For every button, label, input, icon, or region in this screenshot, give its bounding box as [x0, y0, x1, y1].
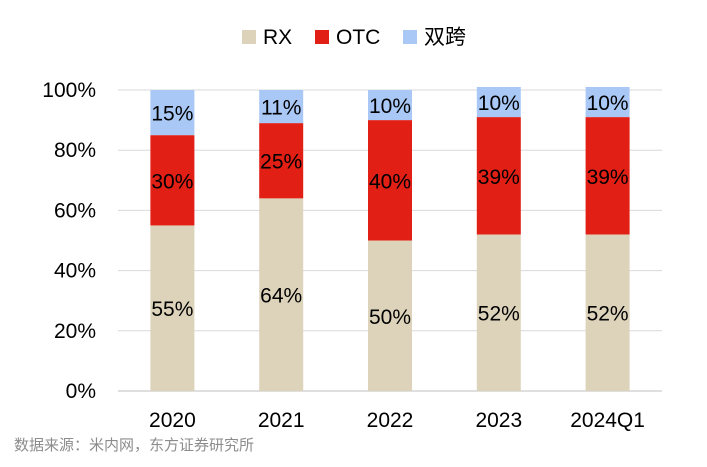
y-tick-label: 80% [54, 139, 96, 162]
data-label: 25% [260, 151, 302, 174]
data-label: 30% [151, 170, 193, 193]
bar-segment [150, 135, 195, 226]
bar-segment [368, 90, 412, 121]
y-axis: 0% 20% 40% 60% 80% 100% [42, 79, 96, 403]
bar-segment [585, 117, 630, 235]
y-tick-label: 40% [54, 260, 96, 283]
y-tick-label: 60% [54, 199, 96, 222]
bar-segment [368, 240, 412, 391]
data-label: 50% [369, 306, 411, 329]
x-tick-label: 2024Q1 [570, 409, 645, 432]
y-tick-label: 100% [42, 79, 96, 102]
legend-swatch [315, 30, 329, 44]
bar-segment [585, 234, 630, 391]
data-label: 40% [369, 170, 411, 193]
bars [150, 86, 630, 391]
bar-segment [585, 86, 630, 118]
legend-swatch [403, 30, 417, 44]
x-tick-label: 2023 [475, 409, 522, 432]
data-label: 64% [260, 285, 302, 308]
data-label: 55% [151, 298, 193, 321]
data-label: 15% [151, 103, 193, 126]
source-note: 数据来源：米内网，东方证券研究所 [14, 436, 255, 454]
legend-label: 双跨 [424, 26, 466, 49]
legend-label: OTC [336, 26, 380, 49]
data-label: 10% [369, 95, 411, 118]
data-labels: 55% 30% 15% 64% 25% 11% 50% 40% 10% 52% 39% 10% 52% 3… [151, 92, 628, 329]
bar-segment [368, 120, 412, 241]
bar-segment [476, 234, 521, 391]
data-label: 52% [587, 303, 629, 326]
legend-label: RX [263, 26, 292, 49]
data-label: 10% [587, 92, 629, 115]
bar-segment [150, 225, 195, 391]
data-label: 39% [587, 166, 629, 189]
data-label: 39% [478, 166, 520, 189]
data-label: 52% [478, 303, 520, 326]
bar-segment [476, 117, 521, 235]
data-label: 11% [261, 97, 301, 120]
bar-segment [150, 90, 195, 136]
bar-segment [476, 86, 521, 118]
x-axis: 2020 2021 2022 2023 2024Q1 [149, 409, 645, 432]
x-tick-label: 2020 [149, 409, 196, 432]
x-tick-label: 2022 [367, 409, 414, 432]
y-tick-label: 20% [54, 320, 96, 343]
y-tick-label: 0% [66, 380, 96, 403]
data-label: 10% [478, 92, 520, 115]
bar-segment [259, 123, 304, 199]
x-tick-label: 2021 [258, 409, 305, 432]
bar-segment [259, 198, 304, 391]
bar-segment [259, 90, 304, 124]
legend: RX OTC 双跨 [242, 26, 466, 49]
legend-swatch [242, 30, 256, 44]
